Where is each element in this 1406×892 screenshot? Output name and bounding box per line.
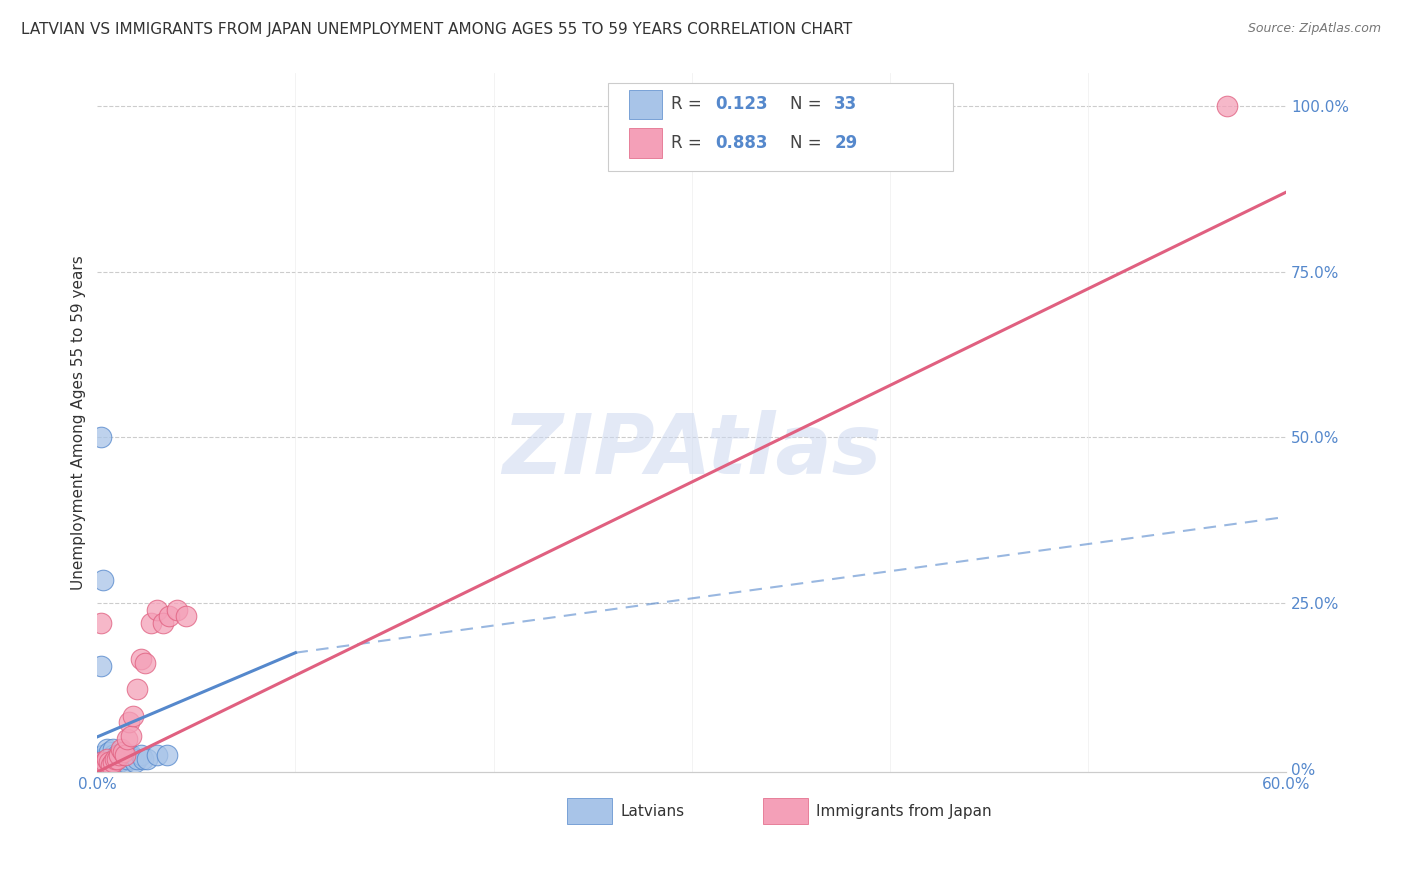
Point (100, 752, 122, 766)
Text: R =: R = (672, 134, 707, 152)
Point (125, 752, 148, 766)
Point (105, 752, 128, 766)
FancyBboxPatch shape (609, 84, 953, 171)
FancyBboxPatch shape (628, 128, 662, 158)
Point (125, 682, 148, 697)
Point (114, 748, 136, 763)
FancyBboxPatch shape (567, 797, 612, 824)
Point (110, 741, 132, 756)
Point (103, 741, 125, 756)
Point (98, 745, 121, 759)
Text: Latvians: Latvians (620, 804, 685, 819)
Point (124, 755, 146, 769)
Point (132, 752, 155, 766)
Point (90, 659, 112, 673)
Point (135, 752, 157, 766)
Point (96, 748, 118, 763)
Point (120, 729, 142, 743)
Point (94, 755, 117, 769)
Point (91, 748, 114, 763)
Point (118, 715, 141, 730)
Text: Source: ZipAtlas.com: Source: ZipAtlas.com (1247, 22, 1381, 36)
Point (118, 748, 141, 763)
Point (157, 609, 180, 624)
Point (122, 752, 145, 766)
Point (1215, 99, 1237, 113)
Point (129, 748, 152, 763)
Point (114, 755, 136, 769)
Text: Immigrants from Japan: Immigrants from Japan (817, 804, 993, 819)
Point (91, 755, 114, 769)
Point (120, 748, 142, 763)
FancyBboxPatch shape (763, 797, 808, 824)
Point (139, 615, 162, 630)
Point (108, 755, 131, 769)
Y-axis label: Unemployment Among Ages 55 to 59 years: Unemployment Among Ages 55 to 59 years (72, 255, 86, 590)
Point (98, 755, 121, 769)
Point (90, 755, 112, 769)
Point (112, 752, 135, 766)
Text: N =: N = (790, 95, 827, 113)
Point (110, 748, 132, 763)
Point (90, 755, 112, 769)
Point (166, 602, 188, 616)
Point (115, 752, 138, 766)
Point (89, 758, 111, 772)
Point (108, 748, 131, 763)
Point (90, 752, 112, 766)
Point (156, 748, 179, 763)
Text: R =: R = (672, 95, 707, 113)
Point (96, 752, 118, 766)
Text: 0.883: 0.883 (716, 134, 768, 152)
Point (100, 758, 122, 772)
Point (105, 752, 128, 766)
Point (91, 758, 114, 772)
Point (94, 752, 117, 766)
Text: 33: 33 (834, 95, 858, 113)
Point (104, 752, 127, 766)
Point (146, 602, 169, 616)
Point (90, 615, 112, 630)
Point (90, 430, 112, 444)
Point (134, 656, 156, 670)
Point (129, 652, 152, 666)
Point (115, 731, 138, 746)
Point (122, 708, 145, 723)
Point (103, 755, 125, 769)
Text: N =: N = (790, 134, 827, 152)
Point (176, 609, 198, 624)
Point (105, 748, 128, 763)
Point (104, 755, 127, 769)
Point (96, 741, 118, 756)
FancyBboxPatch shape (628, 90, 662, 120)
Text: 0.123: 0.123 (716, 95, 768, 113)
Text: 29: 29 (834, 134, 858, 152)
Text: ZIPAtlas: ZIPAtlas (502, 410, 882, 491)
Point (91, 573, 114, 587)
Text: LATVIAN VS IMMIGRANTS FROM JAPAN UNEMPLOYMENT AMONG AGES 55 TO 59 YEARS CORRELAT: LATVIAN VS IMMIGRANTS FROM JAPAN UNEMPLO… (21, 22, 852, 37)
Point (146, 748, 169, 763)
Point (89, 758, 111, 772)
Point (103, 748, 125, 763)
Point (152, 615, 174, 630)
Point (112, 745, 135, 759)
